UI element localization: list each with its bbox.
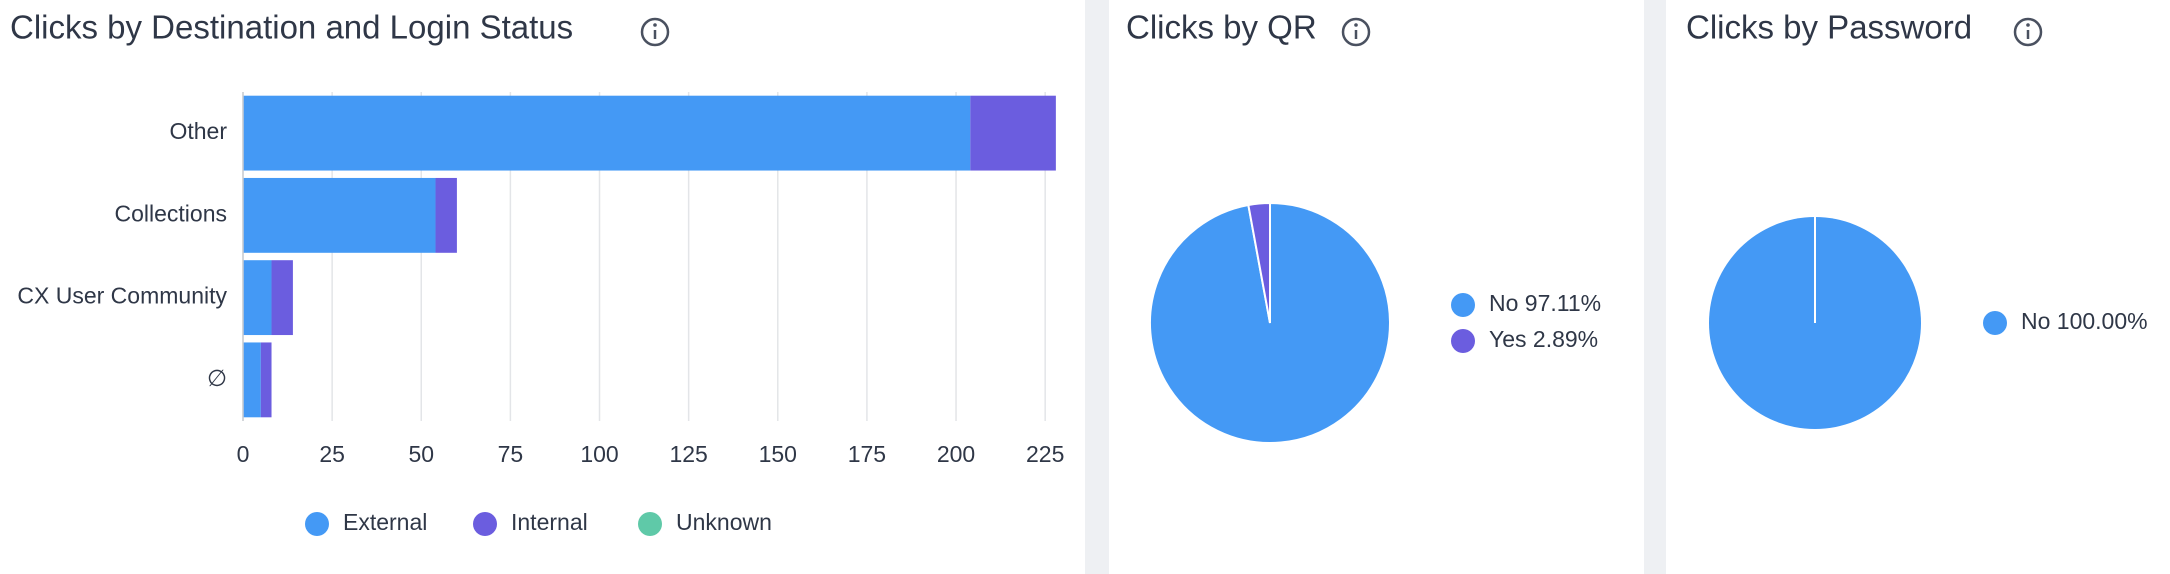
legend-category: Yes: [1489, 326, 1527, 352]
x-tick-label: 25: [319, 441, 345, 467]
info-icon: [640, 17, 670, 47]
legend-label: Unknown: [676, 509, 772, 535]
chart-title: Clicks by Destination and Login Status: [10, 9, 573, 46]
legend-category: No: [1489, 290, 1518, 316]
legend-marker: [1983, 311, 2007, 335]
legend-label: Internal: [511, 509, 588, 535]
bar-segment: [243, 260, 272, 336]
y-tick-label: Collections: [115, 200, 228, 226]
legend-marker: [1451, 293, 1475, 317]
legend-value: 97.11%: [1525, 290, 1601, 316]
x-tick-label: 225: [1026, 441, 1064, 467]
legend-marker: [473, 512, 497, 536]
x-tick-label: 150: [759, 441, 797, 467]
x-tick-label: 125: [669, 441, 707, 467]
x-tick-label: 100: [580, 441, 618, 467]
legend-label: No 97.11%: [1489, 290, 1601, 316]
y-tick-label: Other: [169, 118, 227, 144]
pie-slice: [1247, 201, 1271, 324]
bar-segment: [970, 95, 1056, 171]
legend-category: No: [2021, 308, 2050, 334]
info-icon: [2026, 23, 2030, 27]
bar-segment: [243, 342, 261, 418]
legend-value: 100.00%: [2057, 308, 2148, 334]
panel-gap: [1644, 0, 1666, 574]
legend-label: Yes 2.89%: [1489, 326, 1598, 352]
y-tick-label: CX User Community: [17, 283, 227, 309]
legend-marker: [638, 512, 662, 536]
bar-segment: [243, 177, 436, 253]
info-icon: [2013, 17, 2043, 47]
legend-marker: [305, 512, 329, 536]
x-tick-label: 200: [937, 441, 975, 467]
legend-marker: [1451, 329, 1475, 353]
legend-label: No 100.00%: [2021, 308, 2148, 334]
chart-title: Clicks by QR: [1126, 9, 1317, 46]
info-icon: [653, 23, 657, 27]
y-tick-label: ∅: [207, 365, 227, 391]
info-icon: [1354, 23, 1358, 27]
panel-gap: [1085, 0, 1109, 574]
x-tick-label: 175: [848, 441, 886, 467]
x-tick-label: 75: [498, 441, 524, 467]
bar-segment: [243, 95, 971, 171]
bar-segment: [271, 260, 293, 336]
x-tick-label: 50: [408, 441, 434, 467]
bar-segment: [260, 342, 272, 418]
info-icon: [1341, 17, 1371, 47]
legend-label: External: [343, 509, 427, 535]
x-tick-label: 0: [237, 441, 250, 467]
legend-value: 2.89%: [1533, 326, 1598, 352]
bar-segment: [435, 177, 457, 253]
chart-title: Clicks by Password: [1686, 9, 1972, 46]
